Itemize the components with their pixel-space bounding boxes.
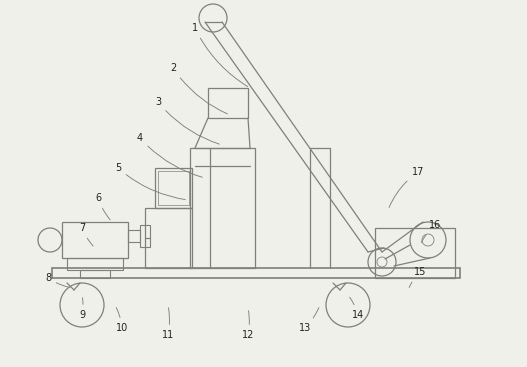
Text: 1: 1 [192,23,248,87]
Bar [208,88,248,118]
Bar [128,230,140,242]
Bar [158,171,189,205]
Text: 13: 13 [299,308,319,333]
Text: 11: 11 [162,308,174,340]
Bar [155,168,192,208]
Bar [190,148,255,268]
Bar [145,208,192,268]
Text: 2: 2 [170,63,228,114]
Text: 4: 4 [137,133,202,177]
Bar [140,225,150,247]
Text: 5: 5 [115,163,186,200]
Text: 14: 14 [349,297,364,320]
Text: 10: 10 [116,308,128,333]
Bar [62,222,128,258]
Bar [67,258,123,270]
Bar [80,270,110,278]
Text: 3: 3 [155,97,219,144]
Text: 7: 7 [79,223,93,246]
Bar [375,228,455,278]
Text: 6: 6 [95,193,110,220]
Text: 17: 17 [389,167,424,207]
Text: 15: 15 [409,267,426,287]
Text: 12: 12 [242,311,254,340]
Text: 16: 16 [421,220,441,243]
Text: 9: 9 [79,298,85,320]
Text: 8: 8 [45,273,69,287]
Bar [52,268,460,278]
